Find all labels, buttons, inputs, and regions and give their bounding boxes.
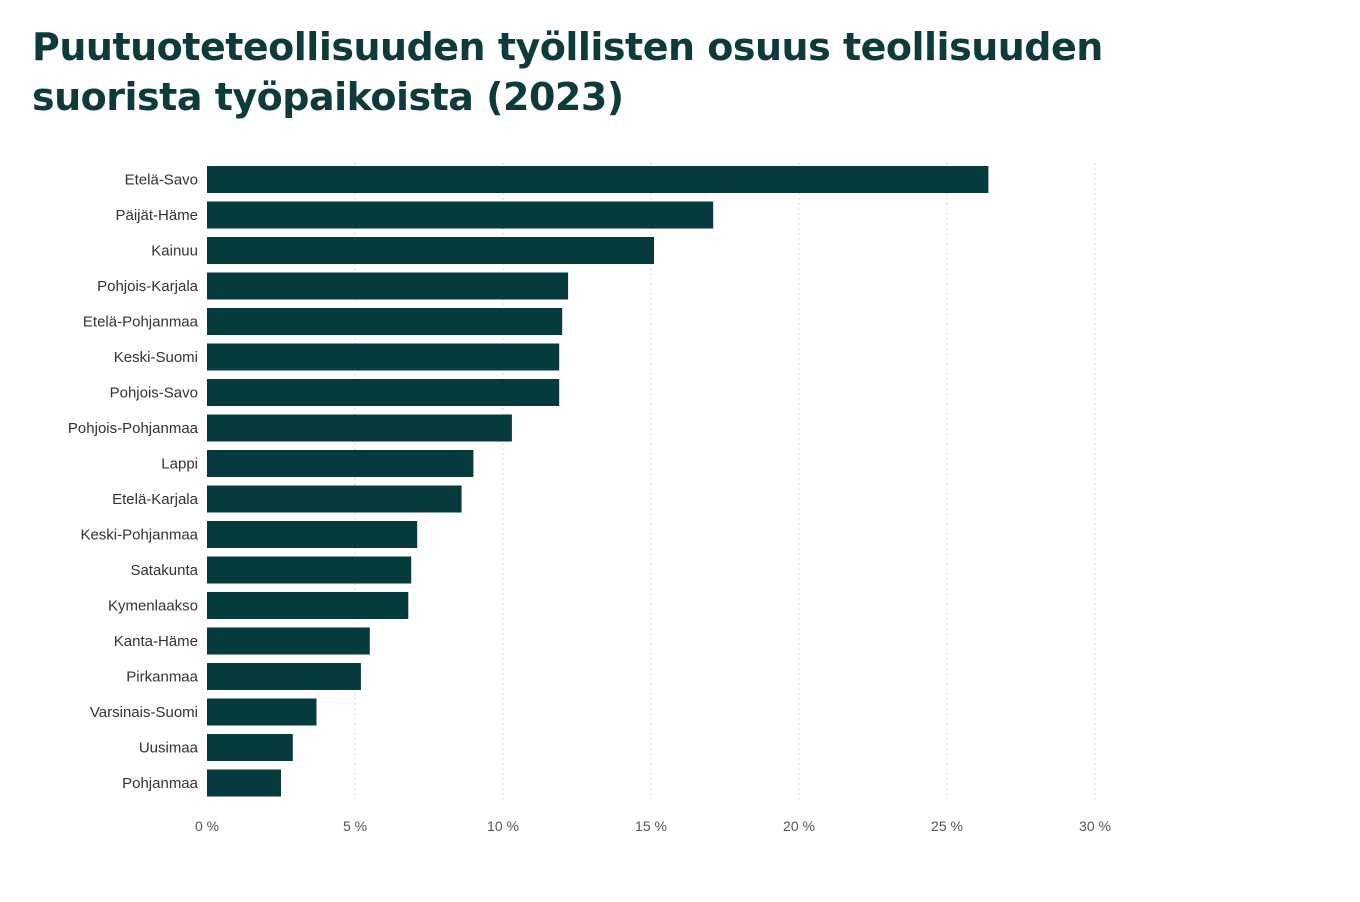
category-label: Keski-Pohjanmaa	[80, 527, 198, 544]
category-label: Keski-Suomi	[114, 349, 198, 366]
bar	[207, 201, 714, 229]
category-label: Pirkanmaa	[126, 669, 198, 686]
category-label: Etelä-Pohjanmaa	[83, 314, 199, 331]
bar	[207, 485, 462, 513]
category-label: Pohjanmaa	[122, 775, 199, 792]
category-labels: Etelä-Savo Päijät-Häme Kainuu Pohjois-Karja…	[68, 172, 199, 793]
x-tick-label: 30 %	[1079, 818, 1111, 834]
x-tick-label: 0 %	[195, 818, 219, 834]
bar	[207, 592, 409, 619]
bar	[207, 450, 474, 477]
bar	[207, 237, 654, 264]
bar	[207, 663, 361, 690]
bars	[207, 166, 989, 797]
category-label: Varsinais-Suomi	[90, 704, 198, 721]
bar	[207, 414, 512, 442]
category-label: Pohjois-Pohjanmaa	[68, 420, 199, 437]
category-label: Satakunta	[130, 562, 198, 579]
x-tick-label: 20 %	[783, 818, 815, 834]
category-label: Kymenlaakso	[108, 598, 198, 615]
category-label: Kainuu	[151, 243, 198, 260]
grid-lines	[354, 163, 1096, 800]
bar	[207, 379, 560, 406]
bar	[207, 521, 418, 548]
bar	[207, 698, 317, 726]
bar	[207, 272, 569, 300]
chart-title: Puutuoteteollisuuden työllisten osuus te…	[32, 25, 1103, 119]
x-tick-label: 25 %	[931, 818, 963, 834]
category-label: Lappi	[161, 456, 198, 473]
bar	[207, 627, 370, 655]
x-tick-label: 10 %	[487, 818, 519, 834]
x-tick-label: 5 %	[343, 818, 367, 834]
category-label: Päijät-Häme	[115, 207, 198, 224]
category-label: Etelä-Karjala	[112, 491, 199, 508]
category-label: Uusimaa	[139, 740, 199, 757]
category-label: Etelä-Savo	[125, 172, 198, 189]
category-label: Pohjois-Savo	[110, 385, 198, 402]
bar	[207, 308, 563, 335]
bar	[207, 556, 412, 584]
bar	[207, 166, 989, 193]
x-axis-ticks: 0 % 5 % 10 % 15 % 20 % 25 % 30 %	[195, 818, 1111, 834]
category-label: Kanta-Häme	[114, 633, 198, 650]
bar	[207, 769, 281, 797]
category-label: Pohjois-Karjala	[97, 278, 199, 295]
x-tick-label: 15 %	[635, 818, 667, 834]
bar	[207, 734, 293, 761]
bar	[207, 343, 560, 371]
